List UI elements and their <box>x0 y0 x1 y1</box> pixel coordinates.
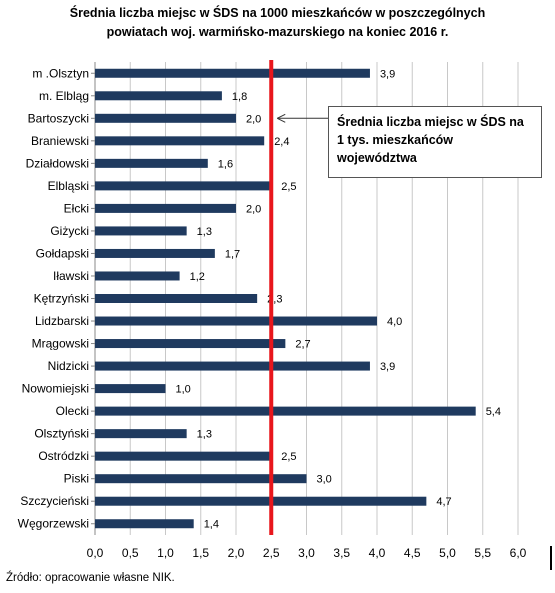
category-label: Gołdapski <box>36 246 89 260</box>
category-label: Działdowski <box>26 156 89 170</box>
x-tick-label: 3,0 <box>298 546 315 560</box>
category-label: Olsztyński <box>34 427 89 441</box>
category-label: Węgorzewski <box>18 517 89 531</box>
bar <box>95 91 222 101</box>
value-label: 1,6 <box>218 158 233 170</box>
bar <box>95 271 180 281</box>
category-label: m. Elbląg <box>39 89 89 103</box>
callout-arrow-head <box>277 113 286 123</box>
bar <box>95 136 265 146</box>
value-label: 1,0 <box>176 384 191 396</box>
bar <box>95 181 272 191</box>
category-label: Nidzicki <box>48 359 89 373</box>
category-label: Kętrzyński <box>34 292 89 306</box>
bar <box>95 158 208 168</box>
bar <box>95 248 215 258</box>
value-label: 1,3 <box>197 429 212 441</box>
bar <box>95 384 166 394</box>
category-label: Lidzbarski <box>35 314 89 328</box>
x-tick-label: 6,0 <box>510 546 527 560</box>
category-label: m .Olsztyn <box>32 66 89 80</box>
category-label: Nowomiejski <box>22 382 89 396</box>
x-tick-label: 2,5 <box>263 546 280 560</box>
category-label: Elbląski <box>48 179 89 193</box>
value-label: 4,7 <box>436 496 451 508</box>
bar <box>95 519 194 529</box>
value-label: 1,3 <box>197 226 212 238</box>
category-label: Ełcki <box>64 201 89 215</box>
value-label: 1,7 <box>225 248 240 260</box>
bar <box>95 113 236 123</box>
category-label: Iławski <box>53 269 89 283</box>
value-label: 1,4 <box>204 519 219 531</box>
bar <box>95 294 258 303</box>
bar <box>95 316 377 326</box>
value-label: 3,0 <box>317 474 332 486</box>
value-label: 5,4 <box>486 406 501 418</box>
bar <box>95 68 370 78</box>
category-label: Olecki <box>56 404 89 418</box>
bar <box>95 406 476 416</box>
category-label: Bartoszycki <box>28 111 89 125</box>
value-label: 1,2 <box>190 271 205 283</box>
value-label: 2,5 <box>281 181 296 193</box>
title-line-2: powiatach woj. warmińsko-mazurskiego na … <box>106 25 449 39</box>
bar <box>95 429 187 439</box>
value-label: 2,7 <box>295 339 310 351</box>
title-line-1: Średnia liczba miejsc w ŚDS na 1000 mies… <box>69 6 486 20</box>
value-label: 3,9 <box>380 68 395 80</box>
category-label: Ostródzki <box>38 449 89 463</box>
value-label: 2,0 <box>246 203 261 215</box>
bar <box>95 361 370 371</box>
source-note: Źródło: opracowanie własne NIK. <box>6 572 175 584</box>
category-label: Mrągowski <box>32 337 89 351</box>
x-tick-label: 5,5 <box>474 546 491 560</box>
bar <box>95 474 307 484</box>
x-tick-label: 3,5 <box>333 546 350 560</box>
value-label: 2,4 <box>274 136 289 148</box>
x-tick-label: 2,0 <box>228 546 245 560</box>
bar <box>95 226 187 236</box>
x-tick-label: 4,5 <box>404 546 421 560</box>
chart-title: Średnia liczba miejsc w ŚDS na 1000 mies… <box>0 4 555 42</box>
value-label: 2,5 <box>281 451 296 463</box>
x-tick-label: 1,5 <box>192 546 209 560</box>
value-label: 4,0 <box>387 316 402 328</box>
x-tick-label: 0,0 <box>87 546 104 560</box>
edge-marker <box>550 546 552 570</box>
value-label: 1,8 <box>232 91 247 103</box>
bar <box>95 496 427 506</box>
category-label: Piski <box>64 472 89 486</box>
value-label: 3,9 <box>380 361 395 373</box>
bar <box>95 451 272 461</box>
category-label: Giżycki <box>50 224 89 238</box>
bar <box>95 339 286 349</box>
x-tick-label: 5,0 <box>439 546 456 560</box>
category-label: Braniewski <box>31 134 89 148</box>
x-tick-label: 0,5 <box>122 546 139 560</box>
category-label: Szczycieński <box>20 494 89 508</box>
callout-annotation: Średnia liczba miejsc w ŚDS na 1 tys. mi… <box>328 106 542 178</box>
x-tick-label: 4,0 <box>369 546 386 560</box>
value-label: 2,0 <box>246 113 261 125</box>
x-tick-label: 1,0 <box>157 546 174 560</box>
bar <box>95 203 236 213</box>
